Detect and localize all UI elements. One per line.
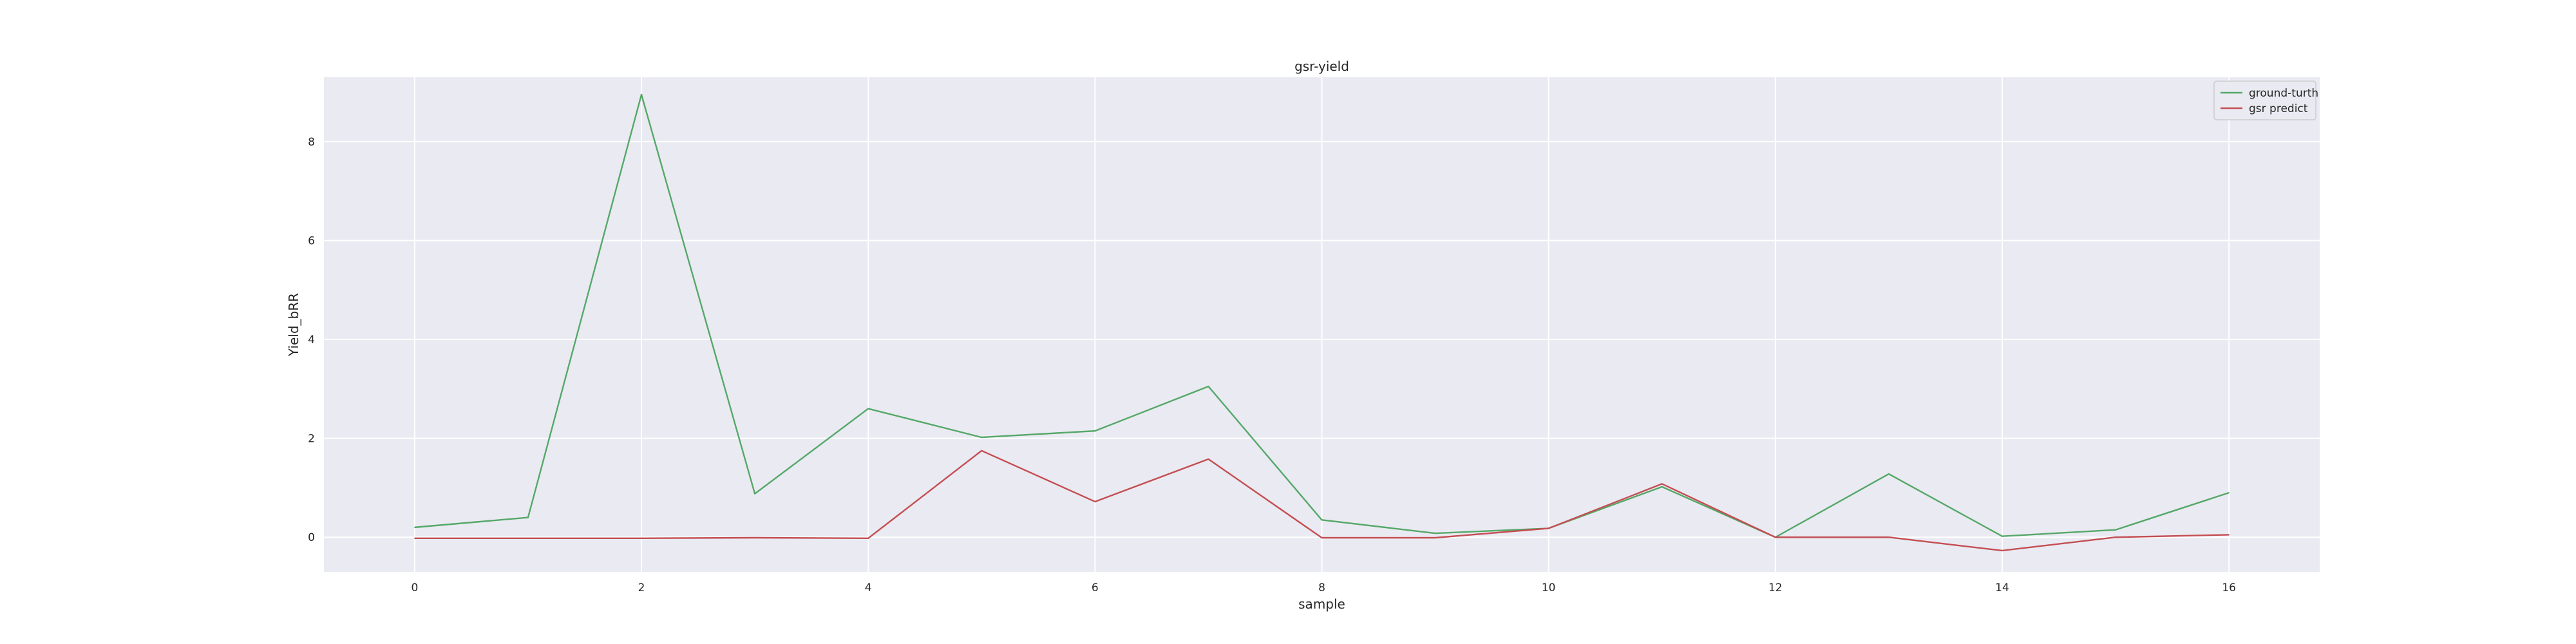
x-tick-label: 14	[1995, 582, 2009, 594]
data-point	[1661, 483, 1663, 485]
y-tick-label: 0	[308, 531, 315, 544]
data-point	[2115, 536, 2116, 538]
y-tick-label: 6	[308, 234, 315, 247]
data-point	[1888, 536, 1889, 538]
x-tick-label: 4	[865, 582, 872, 594]
data-point	[2115, 529, 2116, 531]
data-point	[981, 437, 983, 438]
data-point	[2228, 534, 2230, 536]
data-point	[1548, 527, 1549, 529]
x-tick-label: 0	[411, 582, 418, 594]
series-layer	[414, 93, 2230, 552]
data-point	[1434, 533, 1436, 534]
data-point	[1321, 537, 1323, 538]
data-point	[1094, 501, 1096, 502]
x-tick-label: 8	[1318, 582, 1325, 594]
data-point	[414, 527, 415, 528]
data-point	[1094, 430, 1096, 431]
data-point	[2002, 550, 2003, 551]
data-point	[527, 516, 529, 518]
x-tick-label: 10	[1542, 582, 1556, 594]
data-point	[414, 537, 415, 539]
data-point	[527, 537, 529, 539]
data-point	[754, 493, 755, 495]
y-tick-label: 2	[308, 433, 315, 446]
data-point	[641, 537, 642, 539]
legend-label: gsr predict	[2249, 102, 2308, 115]
data-point	[1434, 537, 1436, 538]
data-point	[867, 408, 869, 410]
x-tick-label: 16	[2222, 582, 2236, 594]
y-tick-label: 4	[308, 334, 315, 346]
x-tick-label: 12	[1768, 582, 1783, 594]
data-point	[2228, 492, 2230, 493]
data-point	[641, 94, 642, 95]
x-axis-label: sample	[1298, 596, 1345, 612]
chart-title: gsr-yield	[1294, 59, 1349, 74]
data-point	[1888, 473, 1889, 475]
legend: ground-turth gsr predict	[2213, 80, 2318, 120]
legend-box	[2213, 80, 2316, 120]
data-point	[1321, 519, 1323, 521]
x-tick-labels: 0 2 4 6 8 10 12 14 16	[411, 582, 2236, 594]
legend-label: ground-turth	[2249, 87, 2318, 100]
data-point	[1661, 486, 1663, 488]
y-tick-label: 8	[308, 136, 315, 149]
data-point	[754, 537, 755, 538]
data-point	[2002, 535, 2003, 537]
data-point	[1208, 386, 1209, 387]
data-point	[1775, 536, 1776, 538]
data-point	[867, 537, 869, 539]
data-point	[981, 450, 983, 451]
y-axis-label: Yield_bRR	[286, 293, 301, 357]
data-point	[1208, 459, 1209, 460]
x-tick-label: 2	[638, 582, 645, 594]
x-tick-label: 6	[1092, 582, 1099, 594]
y-tick-labels: 0 2 4 6 8	[308, 136, 315, 544]
